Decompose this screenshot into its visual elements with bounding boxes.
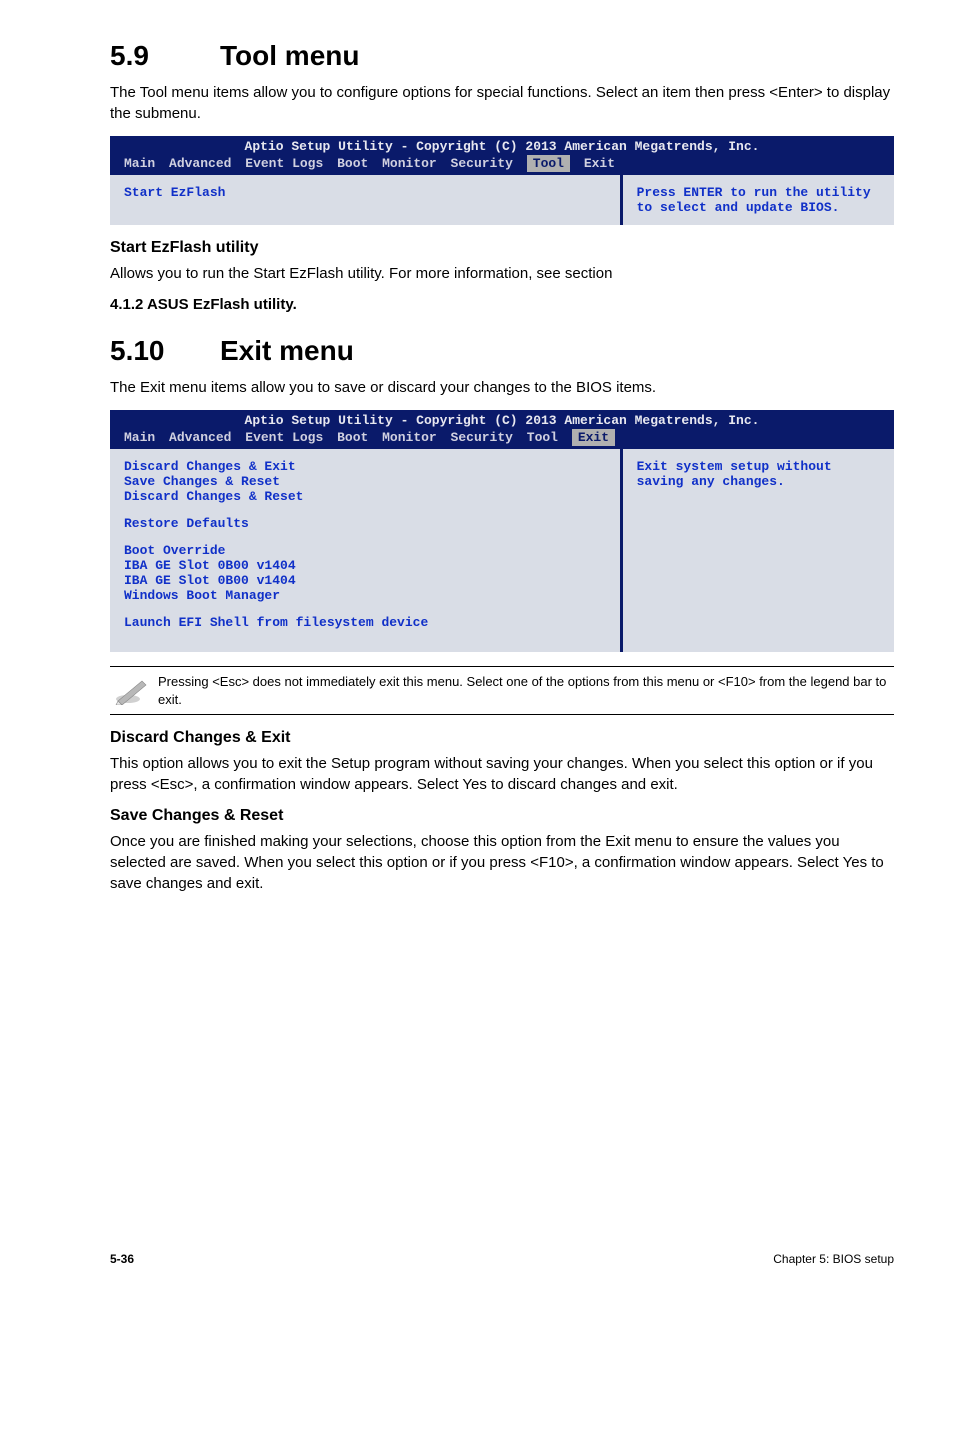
bios-option: Boot Override — [124, 543, 606, 558]
bios1-help-text: Press ENTER to run the utility to select… — [637, 185, 880, 215]
save-changes-heading: Save Changes & Reset — [110, 807, 894, 825]
bios2-left-pane: Discard Changes & ExitSave Changes & Res… — [110, 449, 620, 652]
bios-menu-event-logs: Event Logs — [245, 430, 323, 445]
note-text: Pressing <Esc> does not immediately exit… — [158, 673, 892, 708]
bios1-menubar: Main Advanced Event Logs Boot Monitor Se… — [110, 154, 894, 175]
page-footer: 5-36 Chapter 5: BIOS setup — [0, 1246, 954, 1276]
discard-changes-text: This option allows you to exit the Setup… — [110, 753, 894, 795]
bios-menu-monitor: Monitor — [382, 430, 437, 445]
save-changes-text: Once you are finished making your select… — [110, 831, 894, 894]
start-ezflash-heading: Start EzFlash utility — [110, 239, 894, 257]
bios2-header: Aptio Setup Utility - Copyright (C) 2013… — [110, 410, 894, 428]
bios-option: Launch EFI Shell from filesystem device — [124, 615, 606, 630]
bios-menu-tool: Tool — [527, 155, 570, 172]
start-ezflash-text: Allows you to run the Start EzFlash util… — [110, 263, 894, 284]
bios-option: Restore Defaults — [124, 516, 606, 531]
bios2-right-pane: Exit system setup without saving any cha… — [620, 449, 894, 652]
bios-exit-screenshot: Aptio Setup Utility - Copyright (C) 2013… — [110, 410, 894, 652]
bios-tool-screenshot: Aptio Setup Utility - Copyright (C) 2013… — [110, 136, 894, 225]
bios-option: IBA GE Slot 0B00 v1404 — [124, 558, 606, 573]
bios1-left-pane: Start EzFlash — [110, 175, 620, 225]
bios-menu-exit: Exit — [584, 156, 615, 171]
discard-changes-heading: Discard Changes & Exit — [110, 729, 894, 747]
bios1-right-pane: Press ENTER to run the utility to select… — [620, 175, 894, 225]
bios-option: Start EzFlash — [124, 185, 606, 200]
section-5-9-intro: The Tool menu items allow you to configu… — [110, 82, 894, 124]
chapter-label: Chapter 5: BIOS setup — [773, 1252, 894, 1266]
bios-menu-main: Main — [124, 156, 155, 171]
section-5-9-number: 5.9 — [110, 40, 220, 72]
bios-menu-main: Main — [124, 430, 155, 445]
section-5-10-number: 5.10 — [110, 335, 220, 367]
bios-menu-advanced: Advanced — [169, 430, 231, 445]
bios-menu-tool: Tool — [527, 430, 558, 445]
bios-menu-monitor: Monitor — [382, 156, 437, 171]
section-5-10-intro: The Exit menu items allow you to save or… — [110, 377, 894, 398]
bios-menu-security: Security — [451, 156, 513, 171]
bios-menu-boot: Boot — [337, 156, 368, 171]
bios-menu-advanced: Advanced — [169, 156, 231, 171]
bios-option: Save Changes & Reset — [124, 474, 606, 489]
section-5-9-title: Tool menu — [220, 40, 359, 71]
bios-menu-security: Security — [451, 430, 513, 445]
bios-menu-exit: Exit — [572, 429, 615, 446]
bios2-menubar: Main Advanced Event Logs Boot Monitor Se… — [110, 428, 894, 449]
section-5-9-heading: 5.9Tool menu — [110, 40, 894, 72]
section-5-10-heading: 5.10Exit menu — [110, 335, 894, 367]
bios-option: IBA GE Slot 0B00 v1404 — [124, 573, 606, 588]
bios-option: Windows Boot Manager — [124, 588, 606, 603]
bios2-help-text: Exit system setup without saving any cha… — [637, 459, 880, 489]
bios-option: Discard Changes & Exit — [124, 459, 606, 474]
note-block: Pressing <Esc> does not immediately exit… — [110, 666, 894, 715]
bios-option: Discard Changes & Reset — [124, 489, 606, 504]
note-pencil-icon — [112, 673, 158, 705]
section-5-10-title: Exit menu — [220, 335, 354, 366]
bios1-header: Aptio Setup Utility - Copyright (C) 2013… — [110, 136, 894, 154]
page-number: 5-36 — [110, 1252, 134, 1266]
start-ezflash-ref: 4.1.2 ASUS EzFlash utility — [110, 296, 293, 313]
bios-menu-boot: Boot — [337, 430, 368, 445]
bios-menu-event-logs: Event Logs — [245, 156, 323, 171]
